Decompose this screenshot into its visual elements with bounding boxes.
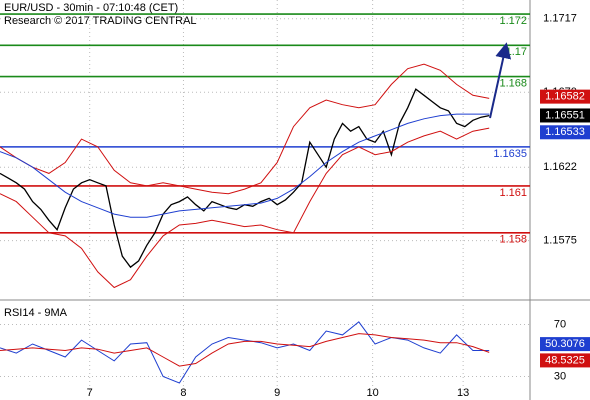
price-tag-label: 48.5325 (545, 354, 585, 366)
price-tag (540, 353, 590, 368)
level-label: 1.158 (499, 234, 527, 246)
rsi-title: RSI14 - 9MA (4, 307, 68, 319)
level-label: 1.161 (499, 187, 527, 199)
level-label: 1.17 (506, 46, 527, 58)
series-line (0, 113, 490, 218)
price-tag-label: 1.16533 (545, 126, 585, 138)
level-label: 1.1635 (493, 148, 527, 160)
price-tag-label: 1.16582 (545, 91, 585, 103)
y-tick-label: 30 (554, 370, 566, 382)
price-tag (540, 108, 590, 123)
x-tick-label: 7 (87, 387, 93, 399)
chart-subtitle: Research © 2017 TRADING CENTRAL (4, 15, 197, 27)
series-line (0, 63, 490, 195)
x-tick-label: 13 (457, 387, 469, 399)
price-tag (540, 125, 590, 140)
series-line (0, 127, 490, 289)
x-tick-label: 8 (180, 387, 186, 399)
y-tick-label: 1.1622 (543, 161, 577, 173)
chart-title: EUR/USD - 30min - 07:10:48 (CET) (4, 2, 178, 14)
series-line (0, 333, 490, 367)
forecast-arrow (489, 42, 512, 119)
series-line (0, 321, 490, 384)
x-tick-label: 10 (367, 387, 379, 399)
y-tick-label: 1.1717 (543, 13, 577, 25)
level-label: 1.172 (499, 15, 527, 27)
price-tag-label: 50.3076 (545, 338, 585, 350)
y-tick-label: 1.1575 (543, 235, 577, 247)
y-tick-label: 70 (554, 318, 566, 330)
level-label: 1.168 (499, 77, 527, 89)
price-tag-label: 1.16551 (545, 109, 585, 121)
price-tag (540, 337, 590, 352)
price-tag (540, 89, 590, 104)
x-tick-label: 9 (274, 387, 280, 399)
